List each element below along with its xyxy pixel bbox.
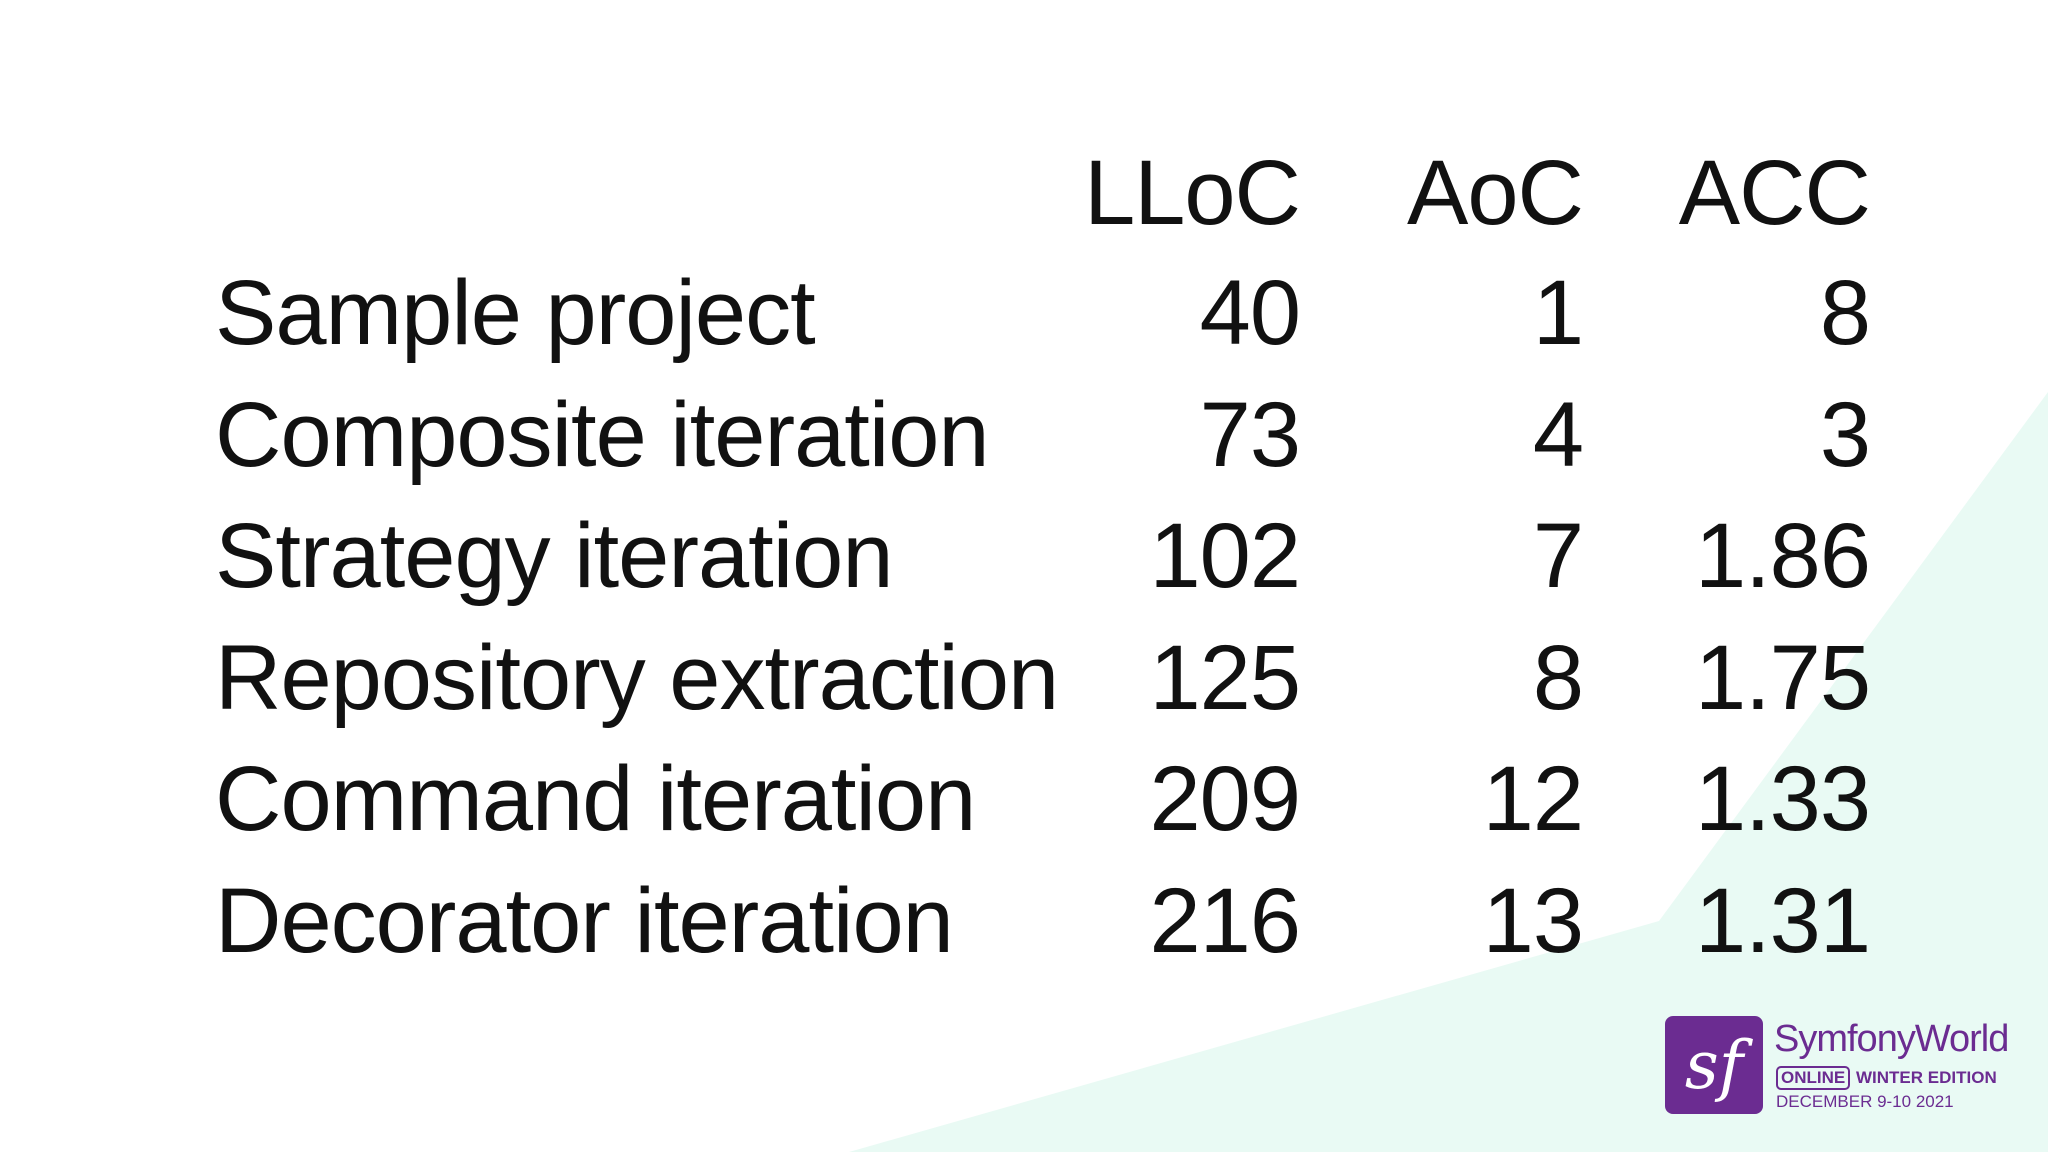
cell-value: 1.31 — [1694, 869, 1871, 972]
cell-value: 12 — [1482, 748, 1584, 850]
cell-value: 13 — [1482, 869, 1584, 972]
cell-value: 1.86 — [1694, 505, 1871, 607]
logo-badge: ONLINE — [1776, 1066, 1851, 1090]
cell-value: 102 — [1149, 505, 1301, 607]
cell-value: 1 — [1532, 262, 1584, 364]
row-label: Decorator iteration — [215, 869, 954, 972]
cell-value: 7 — [1532, 505, 1584, 607]
row-label: Command iteration — [215, 748, 976, 850]
logo-dates: DECEMBER 9-10 2021 — [1776, 1092, 1954, 1111]
cell-value: 4 — [1532, 383, 1584, 486]
row-label: Sample project — [215, 262, 816, 364]
cell-value: 1.75 — [1694, 626, 1871, 729]
row-label: Repository extraction — [215, 626, 1059, 729]
row-label: Strategy iteration — [215, 505, 893, 607]
cell-value: 3 — [1819, 383, 1871, 486]
background-shape — [849, 392, 2048, 1152]
column-header: LLoC — [1084, 142, 1301, 244]
logo-icon: sf — [1665, 1016, 1763, 1114]
column-header: ACC — [1678, 142, 1871, 244]
logo-name: SymfonyWorld — [1774, 1018, 2009, 1060]
cell-value: 8 — [1819, 262, 1871, 364]
row-label: Composite iteration — [215, 383, 990, 486]
cell-value: 1.33 — [1694, 748, 1871, 850]
cell-value: 209 — [1149, 748, 1301, 850]
cell-value: 8 — [1532, 626, 1584, 729]
column-header: AoC — [1407, 142, 1584, 244]
cell-value: 73 — [1199, 383, 1301, 486]
logo-edition: WINTER EDITION — [1856, 1068, 1997, 1087]
cell-value: 216 — [1149, 869, 1301, 972]
cell-value: 125 — [1149, 626, 1301, 729]
cell-value: 40 — [1199, 262, 1301, 364]
